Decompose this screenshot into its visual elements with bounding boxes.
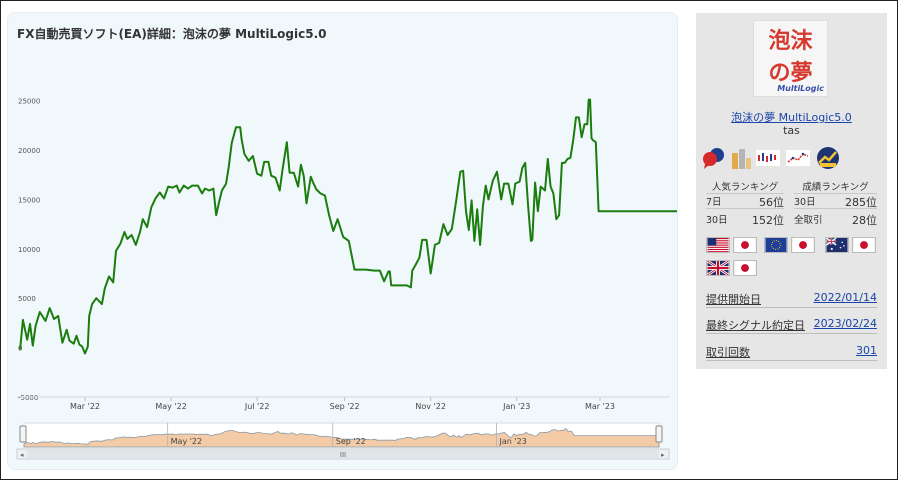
- x-tick-label: May '22: [155, 402, 186, 411]
- info-row-trade-count: 取引回数 301: [706, 342, 877, 361]
- trend-up-chart-icon: [817, 147, 839, 169]
- y-tick-label: 10000: [18, 246, 40, 254]
- navigator-handle-left[interactable]: [19, 425, 27, 443]
- y-tick-label: 15000: [18, 196, 40, 204]
- navigator-tick-label: May '22: [171, 437, 202, 446]
- rank-label: 全取引: [794, 215, 823, 226]
- rank-value: 285位: [845, 196, 877, 209]
- x-tick-label: Jul '22: [244, 402, 270, 411]
- scroll-right-arrow-icon[interactable]: ▸: [661, 451, 665, 459]
- popularity-ranking-title: 人気ランキング: [706, 179, 784, 194]
- equity-line[interactable]: [19, 98, 678, 355]
- x-tick-label: Mar '23: [585, 402, 615, 411]
- x-tick-label: Sep '22: [330, 402, 360, 411]
- y-tick-label: 25000: [18, 98, 40, 106]
- performance-ranking-30d: 30日 285位: [794, 194, 877, 209]
- x-tick-label: Jan '23: [502, 402, 530, 411]
- y-tick-label: -5000: [18, 394, 38, 402]
- info-value-link[interactable]: 2023/02/24: [813, 317, 877, 330]
- info-value-link[interactable]: 301: [856, 344, 877, 357]
- navigator-handle-right[interactable]: [655, 425, 663, 443]
- navigator-tick-label: Jan '23: [499, 437, 527, 446]
- jpy-flag-icon[interactable]: [791, 237, 815, 253]
- rank-value: 28位: [852, 214, 877, 227]
- chart-panel: FX自動売買ソフト(EA)詳細：泡沫の夢 MultiLogic5.0 25000…: [7, 12, 678, 470]
- bar-figure-icon: [732, 149, 751, 169]
- gbp-flag-icon[interactable]: [706, 260, 730, 276]
- rank-label: 30日: [706, 215, 728, 226]
- info-value-link[interactable]: 2022/01/14: [813, 291, 877, 304]
- chart-title: FX自動売買ソフト(EA)詳細：泡沫の夢 MultiLogic5.0: [17, 27, 327, 41]
- aud-flag-icon[interactable]: [825, 237, 849, 253]
- rank-label: 7日: [706, 197, 722, 208]
- rank-value: 152位: [752, 214, 784, 227]
- x-tick-label: Mar '22: [70, 402, 100, 411]
- dotted-line-chart-icon: [786, 150, 810, 166]
- scrollbar-grip: III: [340, 451, 346, 459]
- navigator-area: [23, 428, 660, 448]
- jpy-flag-icon[interactable]: [733, 260, 757, 276]
- eur-flag-icon[interactable]: [764, 237, 788, 253]
- ea-logo[interactable]: 泡沫 の夢 MultiLogic: [753, 20, 828, 97]
- scroll-left-arrow-icon[interactable]: ◂: [20, 451, 24, 459]
- x-tick-label: Nov '22: [415, 402, 446, 411]
- info-row-last-signal: 最終シグナル約定日 2023/02/24: [706, 315, 877, 334]
- logo-text-line1: 泡沫: [768, 28, 813, 54]
- scrollbar-thumb[interactable]: [27, 450, 659, 458]
- chat-bubbles-icon: [703, 148, 724, 169]
- candlestick-chart-icon: [756, 150, 780, 166]
- y-tick-label: 20000: [18, 147, 40, 155]
- ea-name-link[interactable]: 泡沫の夢 MultiLogic5.0: [731, 111, 852, 124]
- performance-ranking-title: 成績ランキング: [794, 179, 877, 194]
- popularity-ranking-30d: 30日 152位: [706, 212, 784, 227]
- jpy-flag-icon[interactable]: [852, 237, 876, 253]
- rank-label: 30日: [794, 197, 816, 208]
- logo-text-line2: の夢: [768, 60, 813, 86]
- info-row-start-date: 提供開始日 2022/01/14: [706, 289, 877, 308]
- info-label: 取引回数: [706, 346, 750, 359]
- y-tick-label: 5000: [18, 295, 36, 303]
- usd-flag-icon[interactable]: [706, 237, 730, 253]
- info-label: 提供開始日: [706, 293, 761, 306]
- ea-author: tas: [783, 124, 800, 137]
- rank-value: 56位: [759, 196, 784, 209]
- popularity-ranking-7d: 7日 56位: [706, 194, 784, 209]
- ea-info-panel: 泡沫 の夢 MultiLogic 泡沫の夢 MultiLogic5.0 tas: [696, 13, 887, 369]
- jpy-flag-icon[interactable]: [733, 237, 757, 253]
- logo-subtitle: MultiLogic: [777, 84, 824, 93]
- navigator-tick-label: Sep '22: [336, 437, 366, 446]
- info-label: 最終シグナル約定日: [706, 319, 805, 332]
- performance-ranking-all: 全取引 28位: [794, 212, 877, 227]
